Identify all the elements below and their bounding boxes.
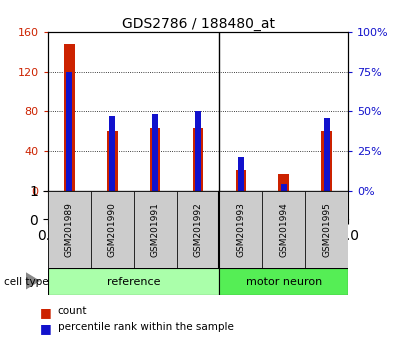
Bar: [48, 190, 91, 268]
Bar: [236, 170, 246, 190]
Text: GSM201992: GSM201992: [193, 202, 203, 257]
Bar: [322, 131, 332, 190]
Text: GSM201991: GSM201991: [150, 202, 160, 257]
Bar: [48, 268, 219, 295]
Bar: [238, 157, 244, 190]
Text: reference: reference: [107, 277, 160, 287]
Bar: [91, 190, 134, 268]
Bar: [219, 190, 262, 268]
Polygon shape: [26, 272, 40, 290]
Bar: [281, 184, 287, 190]
Text: ■: ■: [40, 321, 52, 335]
Text: GSM201995: GSM201995: [322, 202, 331, 257]
Text: motor neuron: motor neuron: [246, 277, 322, 287]
Bar: [305, 190, 348, 268]
Bar: [279, 174, 289, 190]
Bar: [134, 190, 177, 268]
Text: GSM201993: GSM201993: [236, 202, 246, 257]
Bar: [109, 116, 115, 190]
Bar: [177, 190, 219, 268]
Bar: [195, 111, 201, 190]
Text: ■: ■: [40, 306, 52, 319]
Bar: [150, 128, 160, 190]
Bar: [324, 118, 330, 190]
Bar: [64, 44, 74, 190]
Text: GSM201990: GSM201990: [107, 202, 117, 257]
Bar: [219, 268, 348, 295]
Bar: [262, 190, 305, 268]
Title: GDS2786 / 188480_at: GDS2786 / 188480_at: [121, 17, 275, 31]
Text: GSM201989: GSM201989: [65, 202, 74, 257]
Text: cell type: cell type: [4, 277, 49, 287]
Text: GSM201994: GSM201994: [279, 202, 289, 257]
Bar: [107, 131, 117, 190]
Bar: [152, 114, 158, 190]
Bar: [193, 128, 203, 190]
Text: count: count: [58, 306, 87, 316]
Text: percentile rank within the sample: percentile rank within the sample: [58, 321, 234, 332]
Bar: [66, 72, 72, 190]
